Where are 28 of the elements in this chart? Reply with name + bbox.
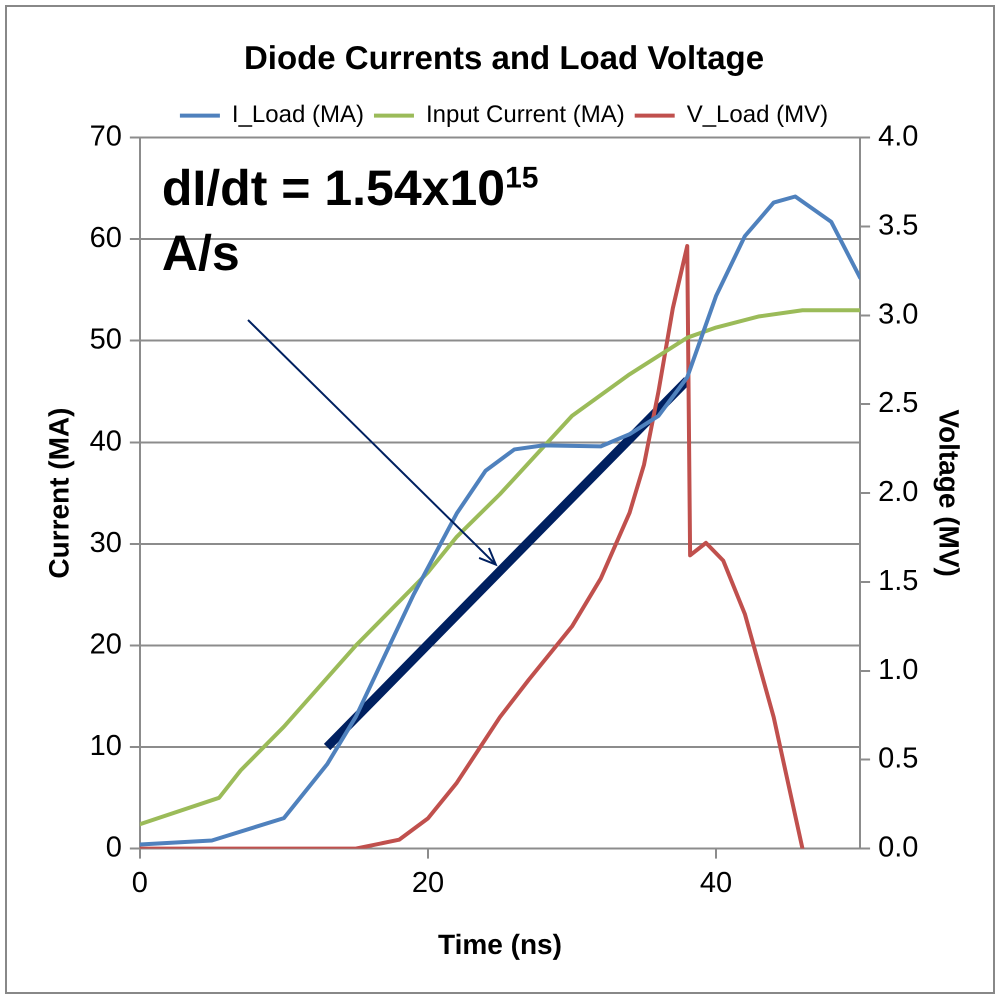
y-tick-label: 10 bbox=[90, 730, 122, 762]
y-tick-label: 30 bbox=[90, 526, 122, 559]
y2-tick-label: 1.5 bbox=[878, 564, 918, 597]
y2-tick-label: 0.0 bbox=[878, 832, 918, 864]
x-axis-title: Time (ns) bbox=[438, 928, 562, 960]
y2-tick-label: 3.5 bbox=[878, 209, 918, 242]
y2-tick-label: 2.0 bbox=[878, 476, 918, 508]
x-tick-label: 40 bbox=[700, 867, 732, 899]
y2-tick-label: 3.0 bbox=[878, 298, 918, 330]
y2-axis-title: Voltage (MV) bbox=[933, 409, 964, 577]
y-tick-label: 0 bbox=[106, 832, 122, 864]
x-tick-label: 0 bbox=[132, 867, 148, 899]
y2-tick-label: 4.0 bbox=[878, 120, 918, 153]
legend-label: V_Load (MV) bbox=[686, 101, 828, 128]
x-tick-label: 20 bbox=[412, 867, 444, 899]
legend-label: I_Load (MA) bbox=[232, 101, 364, 128]
y-tick-label: 70 bbox=[90, 120, 122, 153]
chart-title: Diode Currents and Load Voltage bbox=[244, 38, 764, 76]
y2-tick-label: 0.5 bbox=[878, 742, 918, 775]
text: dI/dt = 1.54x10$^{15}$ A/s bbox=[162, 160, 538, 281]
y-axis-title: Current (MA) bbox=[44, 408, 75, 579]
y-tick-label: 50 bbox=[90, 324, 122, 356]
y2-tick-label: 1.0 bbox=[878, 654, 918, 686]
y2-tick-label: 2.5 bbox=[878, 387, 918, 420]
legend-label: Input Current (MA) bbox=[426, 101, 625, 128]
y-tick-label: 60 bbox=[90, 222, 122, 254]
y-tick-label: 40 bbox=[90, 425, 122, 458]
y-tick-label: 20 bbox=[90, 628, 122, 660]
